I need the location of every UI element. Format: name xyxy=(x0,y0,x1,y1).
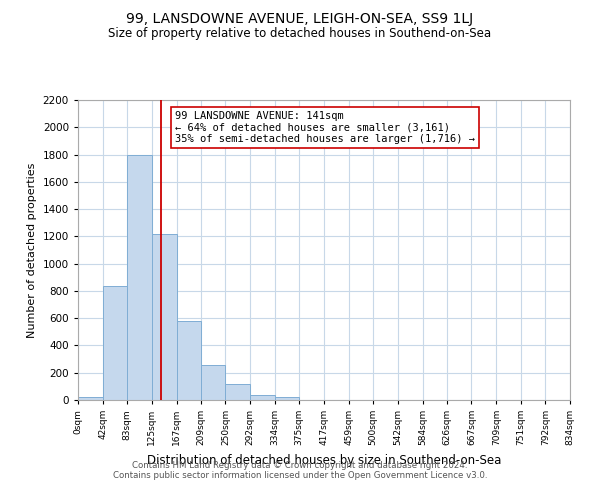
Bar xyxy=(103,286,127,400)
Bar xyxy=(226,384,250,400)
Bar xyxy=(78,396,103,400)
Text: 99, LANSDOWNE AVENUE, LEIGH-ON-SEA, SS9 1LJ: 99, LANSDOWNE AVENUE, LEIGH-ON-SEA, SS9 … xyxy=(127,12,473,26)
Text: Size of property relative to detached houses in Southend-on-Sea: Size of property relative to detached ho… xyxy=(109,28,491,40)
Bar xyxy=(176,321,201,400)
Bar xyxy=(127,154,152,400)
Text: Contains HM Land Registry data © Crown copyright and database right 2024.
Contai: Contains HM Land Registry data © Crown c… xyxy=(113,460,487,480)
Bar xyxy=(275,397,299,400)
Text: 99 LANSDOWNE AVENUE: 141sqm
← 64% of detached houses are smaller (3,161)
35% of : 99 LANSDOWNE AVENUE: 141sqm ← 64% of det… xyxy=(175,111,475,144)
Bar xyxy=(152,234,176,400)
X-axis label: Distribution of detached houses by size in Southend-on-Sea: Distribution of detached houses by size … xyxy=(147,454,501,466)
Bar xyxy=(201,365,226,400)
Y-axis label: Number of detached properties: Number of detached properties xyxy=(27,162,37,338)
Bar xyxy=(250,394,275,400)
